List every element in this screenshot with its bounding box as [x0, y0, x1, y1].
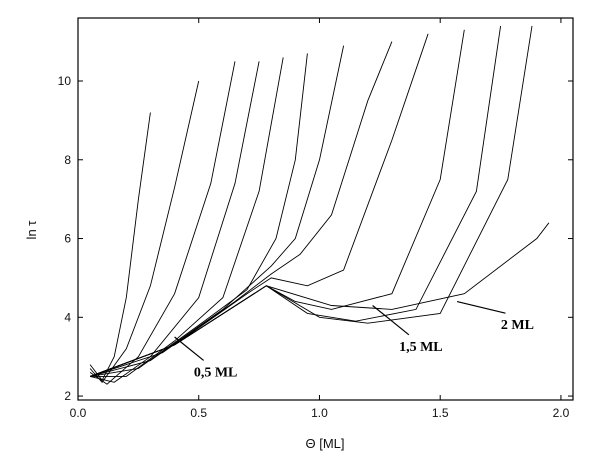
x-tick-label: 1.0	[311, 406, 328, 420]
annotation-label: 0,5 ML	[194, 365, 238, 380]
curve-12	[89, 25, 533, 377]
curve-7	[89, 45, 345, 377]
plot-frame	[77, 17, 574, 401]
annotation-label: 1,5 ML	[399, 340, 443, 355]
curve-3	[89, 61, 236, 385]
curve-6	[90, 53, 308, 377]
y-tick-label: 8	[64, 153, 71, 167]
curve-9	[89, 33, 429, 377]
x-tick-label: 0.5	[190, 406, 207, 420]
curve-5	[90, 57, 284, 377]
curve-10	[89, 29, 465, 377]
y-tick-label: 10	[58, 74, 72, 88]
curve-11	[89, 25, 502, 377]
x-ticks: 0.0 0.5 1.0 1.5 2.0	[70, 18, 570, 420]
y-tick-label: 6	[64, 232, 71, 246]
curve-13	[89, 222, 550, 377]
y-axis-title: ln τ	[24, 220, 39, 240]
curve-group	[89, 25, 550, 385]
annotation-pointer	[174, 336, 205, 361]
x-axis-title: Θ [ML]	[305, 436, 344, 451]
x-tick-label: 0.0	[70, 406, 87, 420]
curve-4	[89, 61, 260, 383]
annotation-pointer	[456, 300, 506, 314]
annotations: 0,5 ML 1,5 ML 2 ML	[174, 300, 534, 380]
x-tick-label: 1.5	[432, 406, 449, 420]
x-tick-label: 2.0	[553, 406, 570, 420]
annotation-label: 2 ML	[501, 318, 534, 333]
annotation-pointer	[372, 305, 410, 336]
curve-8	[89, 41, 393, 377]
curve-2	[89, 80, 200, 384]
curve-1	[89, 112, 151, 382]
y-tick-label: 2	[64, 389, 71, 403]
y-tick-label: 4	[64, 310, 71, 324]
y-ticks: 2 4 6 8 10	[58, 74, 573, 403]
